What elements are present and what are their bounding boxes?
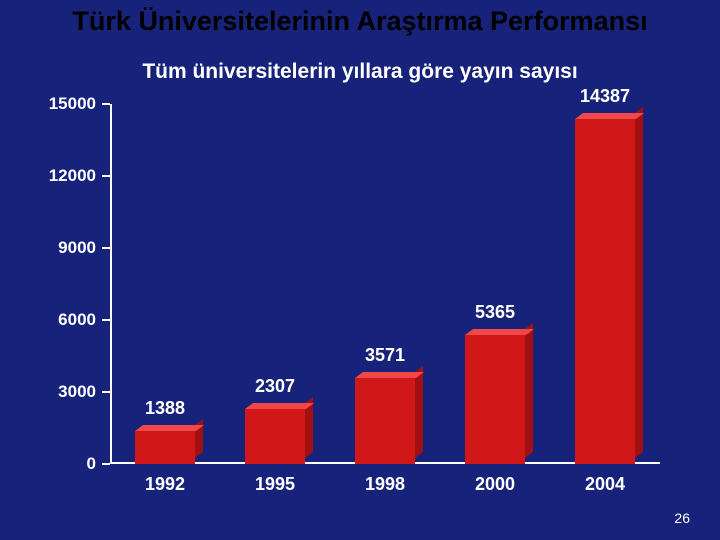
y-tick [102, 463, 110, 465]
slide: Türk Üniversitelerinin Araştırma Perform… [0, 0, 720, 540]
y-tick [102, 103, 110, 105]
x-tick-label: 1995 [220, 474, 330, 495]
y-tick-label: 3000 [26, 382, 96, 402]
slide-title: Türk Üniversitelerinin Araştırma Perform… [0, 6, 720, 37]
y-tick [102, 247, 110, 249]
x-tick-label: 1998 [330, 474, 440, 495]
bar [135, 431, 196, 464]
y-tick-label: 15000 [26, 94, 96, 114]
x-tick-label: 2004 [550, 474, 660, 495]
slide-subtitle: Tüm üniversitelerin yıllara göre yayın s… [0, 60, 720, 84]
bar-value-label: 2307 [235, 376, 316, 397]
y-tick [102, 391, 110, 393]
y-tick [102, 175, 110, 177]
page-number: 26 [674, 510, 690, 526]
x-tick-label: 2000 [440, 474, 550, 495]
y-axis [110, 104, 112, 464]
y-tick-label: 9000 [26, 238, 96, 258]
y-tick-label: 0 [26, 454, 96, 474]
y-tick-label: 12000 [26, 166, 96, 186]
bar-value-label: 5365 [455, 302, 536, 323]
bar [465, 335, 526, 464]
bar [355, 378, 416, 464]
bar-value-label: 3571 [345, 345, 426, 366]
bar-value-label: 14387 [565, 86, 646, 107]
publications-bar-chart: 0300060009000120001500013881992230719953… [110, 104, 660, 464]
x-tick-label: 1992 [110, 474, 220, 495]
bar [245, 409, 306, 464]
bar [575, 119, 636, 464]
y-tick-label: 6000 [26, 310, 96, 330]
y-tick [102, 319, 110, 321]
bar-value-label: 1388 [125, 398, 206, 419]
